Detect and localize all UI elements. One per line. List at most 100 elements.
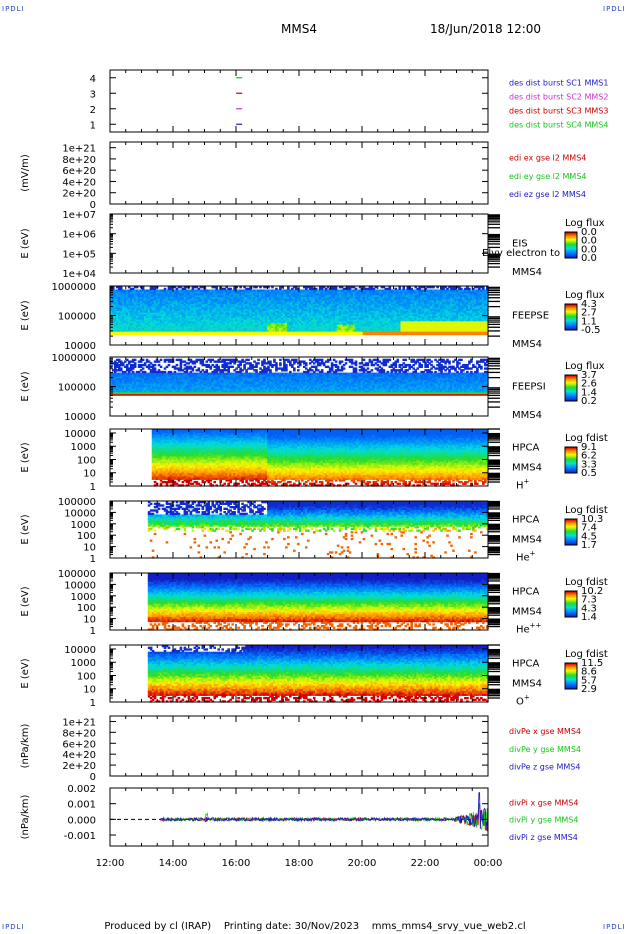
spectrogram-cell [131,322,135,325]
spectrogram-cell [137,305,141,308]
spectrogram-cell [233,331,236,334]
spectrogram-cell [195,305,199,308]
spectrogram-cell [171,305,175,308]
spectrogram-cell [111,289,115,292]
spectrogram-cell [123,313,127,317]
spectrogram-cell [201,312,205,315]
spectrogram-cell [191,315,195,318]
spectrogram-cell [259,291,262,294]
spectrogram-cell [137,325,141,329]
spectrogram-cell [211,292,215,296]
spectrogram-cell [149,286,153,289]
spectrogram-cell [249,287,252,291]
spectrogram-cell [189,305,193,308]
spectrogram-cell [167,298,171,301]
spectrogram-cell [324,331,328,334]
spectrogram-cell [306,310,310,313]
spectrogram-cell [312,325,316,329]
spectrogram-cell [163,298,167,301]
spectrogram-cell [187,325,191,329]
spectrogram-cell [211,331,215,334]
spectrogram-cell [241,305,244,308]
spectrogram-cell [121,320,125,324]
spectrogram-cell [289,306,292,310]
spectrogram-cell [201,310,205,313]
spectrogram-cell [255,332,258,336]
spectrogram-cell [257,298,260,301]
spectrogram-cell [257,312,260,315]
spectrogram-cell [149,287,153,291]
spectrogram-cell [145,318,149,322]
spectrogram-cell [111,320,115,324]
spectrogram-cell [177,315,181,318]
spectrogram-cell [169,317,173,320]
spectrogram-cell [285,315,288,318]
spectrogram-cell [221,313,224,317]
spectrogram-cell [193,320,197,324]
spectrogram-cell [179,308,183,311]
spectrogram-cell [143,305,147,308]
spectrogram-cell [249,318,252,322]
spectrogram-cell [267,298,270,301]
spectrogram-cell [139,310,143,313]
spectrogram-cell [213,303,217,306]
spectrogram-cell [153,289,157,292]
spectrogram-cell [287,317,290,320]
colorbar-label-2-2: 0.0 [581,244,597,255]
spectrogram-cell [213,308,217,311]
spectrogram-cell [191,308,195,311]
spectrogram-cell [167,322,171,325]
spectrogram-cell [113,289,117,292]
spectrogram-cell [155,329,159,332]
spectrogram-cell [209,315,213,318]
spectrogram-cell [322,317,326,320]
spectrogram-cell [283,313,286,317]
spectrogram-cell [175,292,179,296]
spectrogram-cell [207,331,211,334]
spectrogram-cell [316,312,320,315]
spectrogram-cell [217,324,221,327]
spectrogram-cell [111,317,115,320]
spectrogram-cell [223,289,226,292]
spectrogram-cell [245,294,248,298]
colorbar-cell [565,252,577,254]
spectrogram-cell [295,310,298,313]
spectrogram-cell [247,291,250,294]
spectrogram-cell [117,287,121,291]
spectrogram-cell [199,301,203,304]
spectrogram-cell [227,294,230,298]
spectrogram-cell [211,320,215,324]
spectrogram-cell [279,296,282,299]
spectrogram-cell [291,313,294,317]
spectrogram-cell [295,291,298,294]
spectrogram-cell [265,325,268,329]
spectrogram-cell [181,329,185,332]
spectrogram-cell [191,298,195,301]
spectrogram-cell [283,315,286,318]
spectrogram-cell [199,318,203,322]
spectrogram-cell [225,318,228,322]
spectrogram-cell [253,329,256,332]
spectrogram-cell [159,332,163,336]
spectrogram-cell [245,331,248,334]
spectrogram-cell [209,325,213,329]
spectrogram-cell [312,332,316,336]
spectrogram-cell [137,318,141,322]
spectrogram-cell [306,298,310,301]
spectrogram-cell [253,310,256,313]
spectrogram-cell [141,298,145,301]
spectrogram-cell [273,308,276,311]
spectrogram-cell [283,301,286,304]
spectrogram-cell [271,310,274,313]
spectrogram-cell [299,306,302,310]
spectrogram-cell [247,320,250,324]
spectrogram-cell [295,322,298,325]
spectrogram-cell [231,329,234,332]
spectrogram-cell [328,327,332,330]
spectrogram-cell [227,291,230,294]
spectrogram-cell [133,310,137,313]
spectrogram-cell [125,322,129,325]
spectrogram-cell [155,299,159,303]
spectrogram-cell [155,310,159,313]
spectrogram-cell [332,320,336,324]
